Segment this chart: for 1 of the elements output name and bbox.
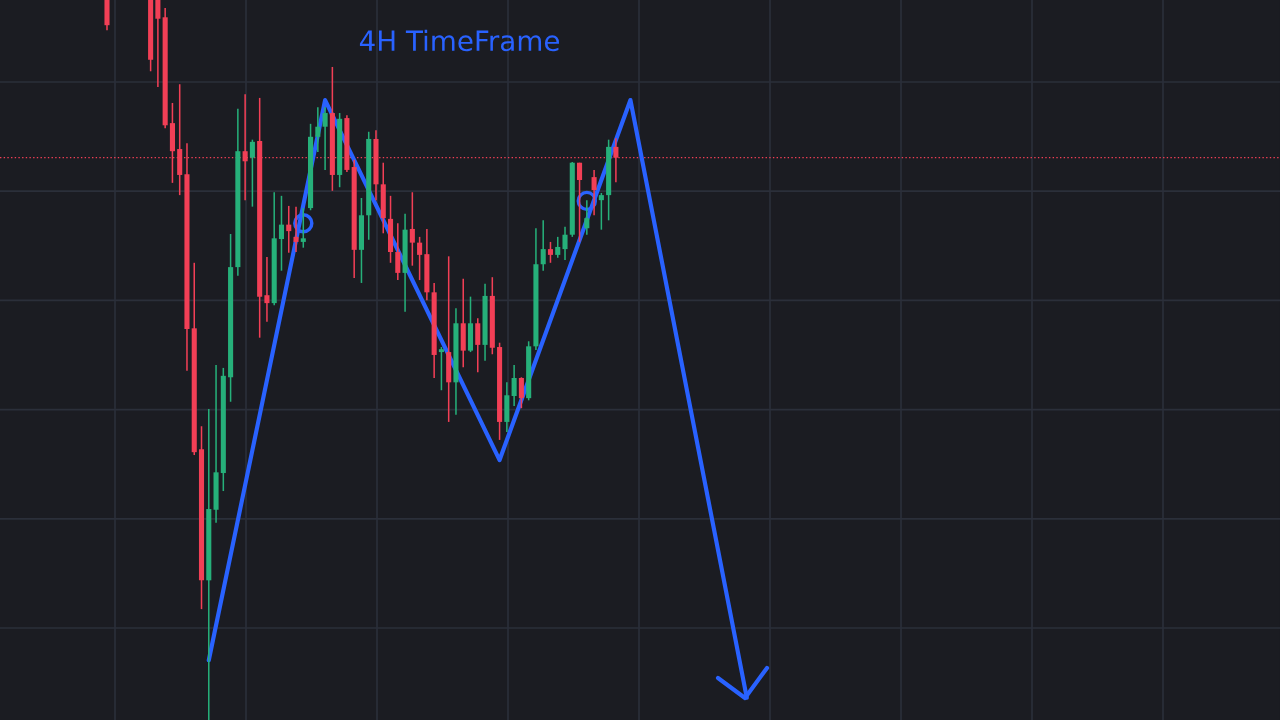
annotation: 4H TimeFrame: [359, 29, 559, 52]
